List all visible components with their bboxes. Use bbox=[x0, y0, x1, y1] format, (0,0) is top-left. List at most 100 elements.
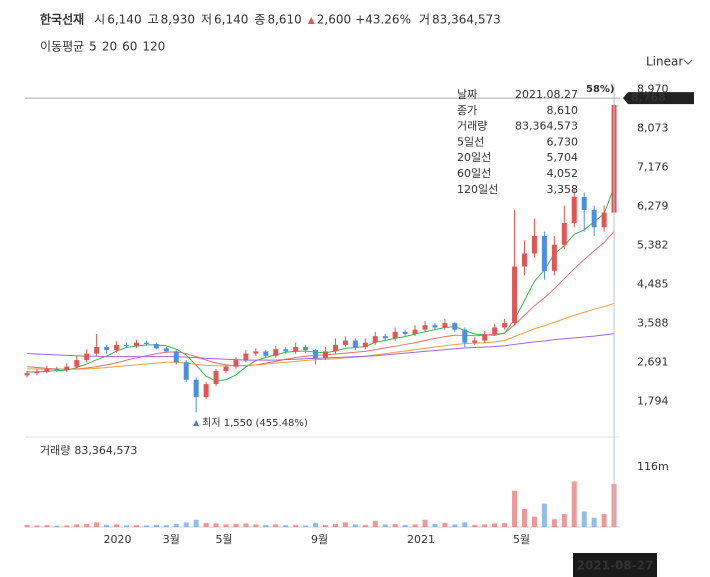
volume-bar bbox=[293, 524, 299, 527]
candle-body bbox=[412, 329, 418, 334]
volume-bar bbox=[342, 522, 348, 527]
candle-body bbox=[253, 351, 259, 354]
candle-body bbox=[104, 347, 110, 351]
volume-bar bbox=[74, 524, 80, 527]
volume-bar bbox=[303, 525, 309, 527]
tooltip-label: 종가 bbox=[457, 104, 477, 117]
header-text: 83,364,573 bbox=[432, 13, 501, 27]
tooltip-value: 83,364,573 bbox=[515, 120, 578, 133]
candle-body bbox=[502, 323, 508, 328]
volume-bar bbox=[44, 525, 50, 527]
y-tick-label: 3,588 bbox=[637, 317, 669, 330]
volume-bar bbox=[54, 525, 60, 527]
x-tick-label: 3월 bbox=[163, 533, 180, 546]
volume-bar bbox=[581, 511, 587, 527]
volume-bar bbox=[84, 523, 90, 527]
volume-bar bbox=[541, 503, 547, 527]
candle-body bbox=[34, 371, 40, 374]
header-text: 6,140 bbox=[214, 13, 248, 27]
candle-body bbox=[124, 344, 129, 346]
candle-body bbox=[422, 325, 428, 330]
legend-entry: 120 bbox=[142, 40, 165, 54]
volume-bar bbox=[133, 525, 139, 527]
volume-bar bbox=[193, 519, 199, 527]
volume-bar bbox=[243, 523, 249, 527]
candle-body bbox=[114, 344, 120, 351]
header-text: 한국선재 bbox=[40, 12, 84, 27]
candle-body bbox=[362, 342, 368, 348]
tooltip-value: 8,610 bbox=[547, 104, 579, 117]
y-tick-label: 1,794 bbox=[637, 395, 669, 408]
legend-entry: 5 bbox=[89, 40, 97, 54]
candle-body bbox=[233, 360, 239, 367]
y-tick-label: 6,279 bbox=[637, 199, 669, 212]
volume-bar bbox=[183, 522, 189, 527]
candle-body bbox=[482, 333, 488, 341]
volume-bar bbox=[253, 524, 259, 527]
volume-title: 거래량 bbox=[40, 444, 70, 457]
volume-bar bbox=[362, 524, 368, 527]
candle-body bbox=[143, 342, 149, 345]
tooltip-value: 2021.08.27 bbox=[515, 88, 578, 101]
candle-body bbox=[352, 340, 358, 348]
volume-bar bbox=[422, 519, 428, 527]
y-tick-label: 8,970 bbox=[637, 82, 669, 95]
date-box bbox=[573, 553, 657, 577]
header-text: 2,600 bbox=[317, 13, 351, 27]
candle-body bbox=[342, 340, 348, 345]
volume-value: 83,364,573 bbox=[74, 444, 137, 457]
candle-body bbox=[293, 347, 299, 352]
candle-body bbox=[591, 209, 597, 228]
volume-bar bbox=[64, 525, 70, 527]
max-label: 58%) bbox=[586, 84, 615, 95]
candle-body bbox=[94, 347, 100, 354]
header-text: 거 bbox=[419, 13, 430, 27]
volume-bar bbox=[402, 524, 408, 527]
volume-bar bbox=[332, 523, 338, 527]
volume-bar bbox=[114, 524, 120, 527]
volume-bar bbox=[313, 522, 319, 527]
candle-body bbox=[551, 244, 557, 271]
candle-body bbox=[44, 368, 50, 372]
y-tick-label: 8,073 bbox=[637, 121, 669, 134]
candle-body bbox=[561, 222, 567, 245]
candle-body bbox=[541, 236, 547, 271]
tooltip-label: 120일선 bbox=[457, 182, 498, 196]
candle-body bbox=[263, 351, 269, 356]
ma-line bbox=[26, 231, 615, 370]
candle-body bbox=[163, 348, 169, 352]
crosshair-label: 8,768 bbox=[631, 91, 666, 104]
candle-body bbox=[522, 253, 527, 267]
volume-bar bbox=[104, 524, 110, 527]
legend-entry: 60 bbox=[122, 40, 137, 54]
volume-bar bbox=[143, 525, 149, 527]
volume-bar bbox=[203, 522, 209, 527]
candle-body bbox=[382, 336, 388, 339]
volume-bar bbox=[173, 523, 179, 527]
volume-bar bbox=[551, 519, 557, 527]
crosshair-box bbox=[623, 92, 694, 105]
candle-body bbox=[283, 349, 289, 352]
volume-bar bbox=[223, 524, 229, 527]
plot: 1,794 2,691 3,588 4,485 5,382 6,279 7,176 8,073… bbox=[24, 82, 694, 577]
ma-line bbox=[26, 333, 615, 361]
volume-bar bbox=[512, 490, 518, 527]
candle-body bbox=[173, 351, 179, 363]
low-label: 최저 1,550 (455.48%) bbox=[202, 417, 308, 429]
scale-selector[interactable]: Linear bbox=[646, 55, 683, 69]
candle-body bbox=[462, 329, 468, 343]
volume-bar bbox=[283, 525, 289, 527]
volume-bar bbox=[94, 522, 100, 527]
header-text: 8,930 bbox=[161, 13, 195, 27]
candle-body bbox=[492, 327, 498, 334]
dropdown-icon[interactable] bbox=[683, 59, 693, 65]
candle-body bbox=[392, 331, 398, 339]
candle-body bbox=[313, 350, 319, 358]
volume-bar bbox=[492, 523, 498, 527]
candle-body bbox=[54, 368, 60, 371]
volume-bar bbox=[382, 524, 388, 527]
volume-bar bbox=[24, 524, 30, 527]
y-tick-label: 5,382 bbox=[637, 239, 669, 252]
candle-body bbox=[571, 196, 577, 223]
candle-body bbox=[442, 323, 448, 328]
